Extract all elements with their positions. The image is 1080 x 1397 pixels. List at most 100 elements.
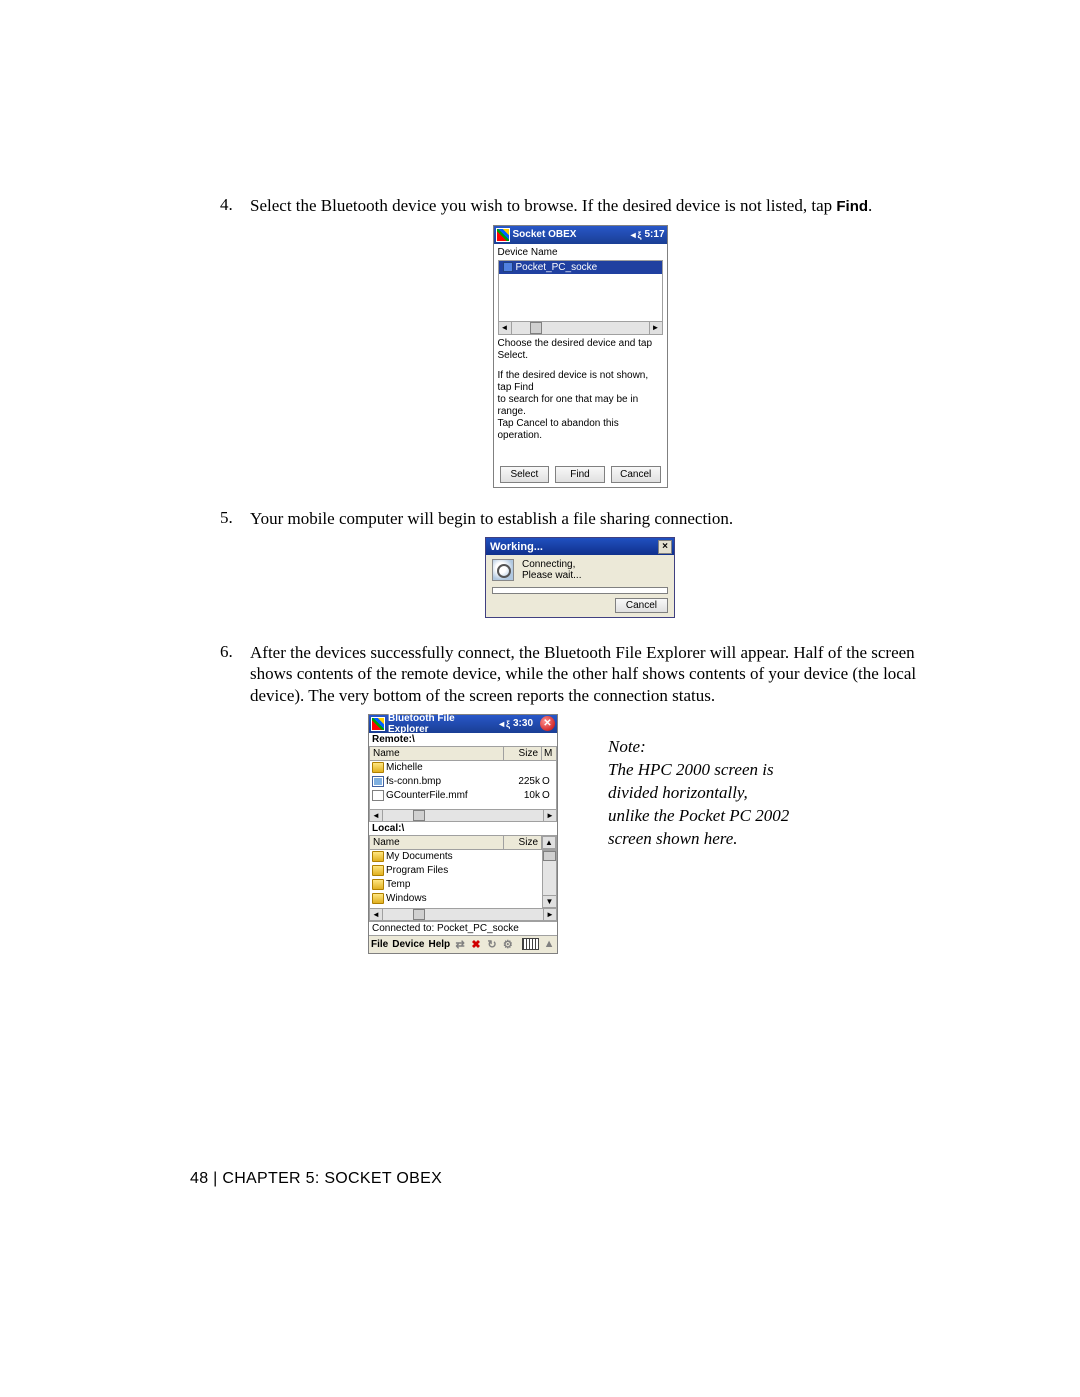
file-row[interactable]: Program Files <box>370 864 542 878</box>
scroll-thumb[interactable] <box>543 851 556 861</box>
folder-icon <box>372 893 384 904</box>
page-footer: 48 | CHAPTER 5: SOCKET OBEX <box>190 1170 442 1188</box>
menu-up-icon[interactable]: ▲ <box>543 937 555 951</box>
scroll-thumb[interactable] <box>530 322 542 334</box>
local-wrap: My Documents Program Files Temp Windows ▼ <box>369 850 557 908</box>
step6-row: Bluetooth File Explorer ◄ξ 3:30 ✕ Remote… <box>368 714 940 954</box>
scroll-left-icon[interactable]: ◄ <box>370 909 383 920</box>
remote-file-list[interactable]: Michelle fs-conn.bmp225kOGCounterFile.mmf… <box>369 761 557 809</box>
folder-icon <box>372 865 384 876</box>
close-icon[interactable]: ✕ <box>540 716 555 731</box>
scroll-track[interactable] <box>383 810 543 821</box>
file-name: Temp <box>386 879 542 890</box>
scroll-down-icon[interactable]: ▼ <box>543 895 556 907</box>
bfe-menubar: File Device Help ⇄ ✖ ↻ ⚙ ▲ <box>369 935 557 953</box>
cancel-button[interactable]: Cancel <box>611 466 661 483</box>
working-text: Connecting, Please wait... <box>522 559 581 581</box>
find-button[interactable]: Find <box>555 466 605 483</box>
step-number: 6. <box>220 642 250 706</box>
speaker-icon[interactable]: ◄ξ <box>629 230 642 240</box>
search-icon <box>492 559 514 581</box>
col-name[interactable]: Name <box>370 747 504 760</box>
step-6: 6. After the devices successfully connec… <box>220 642 940 706</box>
menu-help[interactable]: Help <box>428 939 450 950</box>
scroll-track[interactable] <box>512 322 649 334</box>
file-name: Program Files <box>386 865 542 876</box>
scroll-thumb[interactable] <box>413 909 425 920</box>
working-cancel-button[interactable]: Cancel <box>615 598 668 613</box>
page-content: 4. Select the Bluetooth device you wish … <box>220 195 940 954</box>
obex-button-row: Select Find Cancel <box>498 466 663 483</box>
select-button[interactable]: Select <box>500 466 550 483</box>
scroll-left-icon[interactable]: ◄ <box>499 322 512 334</box>
windows-flag-icon[interactable] <box>496 228 510 242</box>
scroll-track[interactable] <box>383 909 543 920</box>
step4-text-c: . <box>868 196 872 215</box>
working-body: Connecting, Please wait... Cancel <box>486 555 674 617</box>
obex-instr2b: to search for one that may be in range. <box>498 394 663 418</box>
bmp-icon <box>372 776 384 787</box>
working-line1: Connecting, <box>522 559 581 570</box>
status-bar: Connected to: Pocket_PC_socke <box>369 921 557 935</box>
note-heading: Note: <box>608 736 793 759</box>
speaker-icon[interactable]: ◄ξ <box>497 719 510 729</box>
working-button-row: Cancel <box>492 598 668 613</box>
file-name: Windows <box>386 893 542 904</box>
file-row[interactable]: GCounterFile.mmf10kO <box>370 789 556 803</box>
windows-flag-icon[interactable] <box>371 717 385 731</box>
scroll-track[interactable] <box>543 851 556 895</box>
obex-time: 5:17 <box>644 229 664 240</box>
working-screenshot: Working... × Connecting, Please wait... … <box>220 537 940 618</box>
step4-text-a: Select the Bluetooth device you wish to … <box>250 196 836 215</box>
file-row[interactable]: My Documents <box>370 850 542 864</box>
local-col-header[interactable]: Name Size ▲ <box>369 835 557 850</box>
step-number: 4. <box>220 195 250 217</box>
keyboard-icon[interactable] <box>522 938 539 950</box>
step-5: 5. Your mobile computer will begin to es… <box>220 508 940 529</box>
menu-file[interactable]: File <box>371 939 388 950</box>
scroll-right-icon[interactable]: ► <box>543 909 556 920</box>
step4-text-find: Find <box>836 198 868 215</box>
close-icon[interactable]: × <box>658 540 672 554</box>
file-row[interactable]: Temp <box>370 878 542 892</box>
file-row[interactable]: fs-conn.bmp225kO <box>370 775 556 789</box>
remote-col-header[interactable]: Name Size M <box>369 746 557 761</box>
file-name: My Documents <box>386 851 542 862</box>
file-size: 10k <box>504 790 542 801</box>
scroll-up-icon[interactable]: ▲ <box>542 836 556 849</box>
file-name: Michelle <box>386 762 504 773</box>
working-dialog: Working... × Connecting, Please wait... … <box>485 537 675 618</box>
transfer-icon[interactable]: ⇄ <box>454 937 466 951</box>
scroll-right-icon[interactable]: ► <box>543 810 556 821</box>
folder-icon <box>372 879 384 890</box>
col-size[interactable]: Size <box>504 836 542 849</box>
delete-icon[interactable]: ✖ <box>470 937 482 951</box>
local-hscroll[interactable]: ◄ ► <box>369 908 557 921</box>
col-size[interactable]: Size <box>504 747 542 760</box>
device-row-selected[interactable]: Pocket_PC_socke <box>499 261 662 274</box>
folder-icon <box>372 851 384 862</box>
folder-icon <box>372 762 384 773</box>
step-text: Your mobile computer will begin to estab… <box>250 508 733 529</box>
device-list[interactable]: Pocket_PC_socke <box>498 260 663 322</box>
note-block: Note: The HPC 2000 screen is divided hor… <box>608 714 793 851</box>
remote-hscroll[interactable]: ◄ ► <box>369 809 557 822</box>
scroll-left-icon[interactable]: ◄ <box>370 810 383 821</box>
scroll-thumb[interactable] <box>413 810 425 821</box>
obex-instr1: Choose the desired device and tap Select… <box>498 338 663 362</box>
file-row[interactable]: Windows <box>370 892 542 906</box>
device-list-hscroll[interactable]: ◄ ► <box>498 322 663 335</box>
refresh-icon[interactable]: ↻ <box>486 937 498 951</box>
file-row[interactable]: Michelle <box>370 761 556 775</box>
local-vscroll[interactable]: ▼ <box>543 850 557 908</box>
col-m[interactable]: M <box>542 747 556 760</box>
step-number: 5. <box>220 508 250 529</box>
col-name[interactable]: Name <box>370 836 504 849</box>
menu-device[interactable]: Device <box>392 939 424 950</box>
scroll-right-icon[interactable]: ► <box>649 322 662 334</box>
obex-window: Socket OBEX ◄ξ 5:17 Device Name Pocket_P… <box>493 225 668 488</box>
working-titlebar: Working... × <box>486 538 674 555</box>
options-icon[interactable]: ⚙ <box>502 937 514 951</box>
device-name-label: Device Name <box>498 247 663 258</box>
local-file-list[interactable]: My Documents Program Files Temp Windows <box>369 850 543 908</box>
